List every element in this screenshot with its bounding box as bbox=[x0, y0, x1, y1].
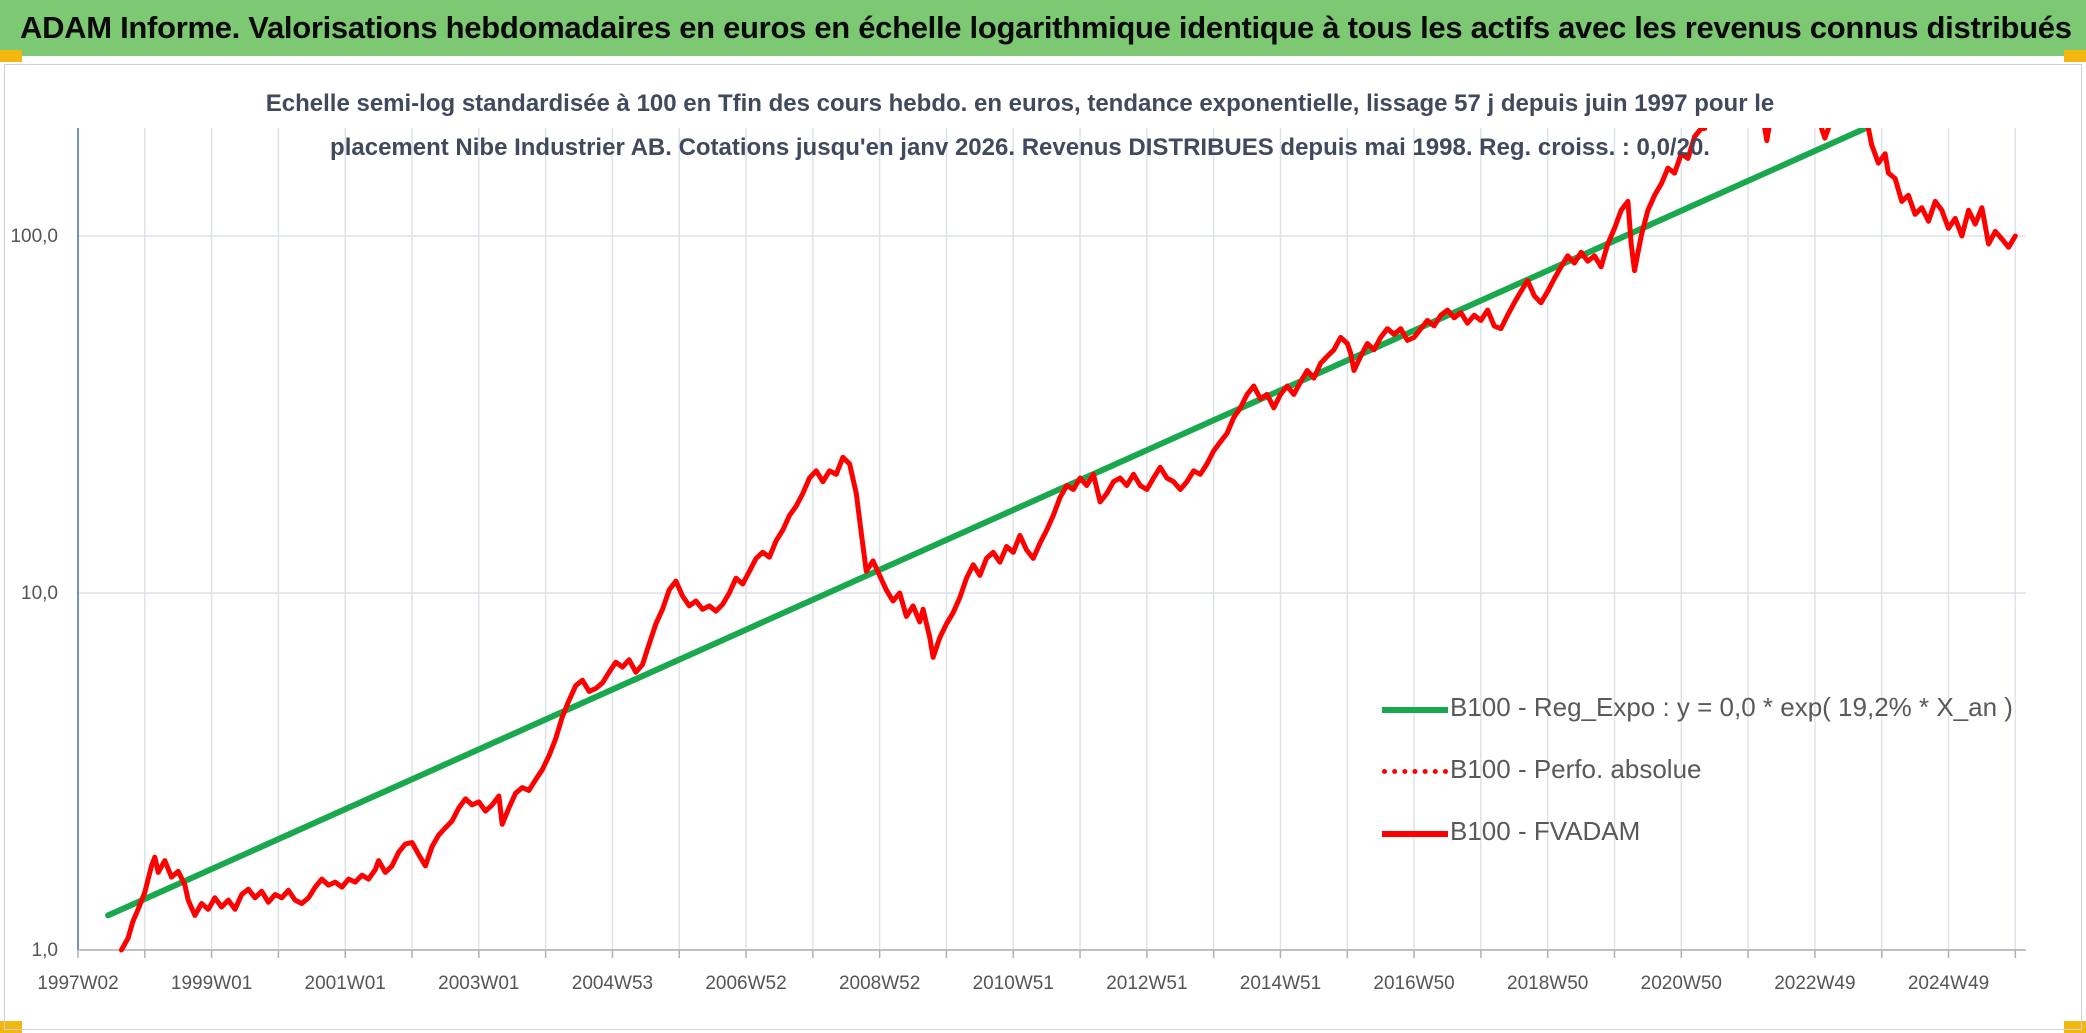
legend-label-regression: B100 - Reg_Expo : y = 0,0 * exp( 19,2% *… bbox=[1450, 692, 2013, 722]
y-tick-label: 100,0 bbox=[10, 226, 58, 247]
x-tick-label: 2016W50 bbox=[1373, 973, 1454, 994]
corner-mark-top-left bbox=[0, 50, 22, 62]
x-tick-label: 2018W50 bbox=[1507, 973, 1588, 994]
y-tick-label: 1,0 bbox=[32, 940, 58, 961]
header-banner: ADAM Informe. Valorisations hebdomadaire… bbox=[0, 0, 2086, 56]
legend-swatch-regression bbox=[1382, 707, 1448, 713]
corner-mark-top-right bbox=[2064, 50, 2086, 62]
x-tick-label: 2008W52 bbox=[839, 973, 920, 994]
x-tick-label: 2014W51 bbox=[1240, 973, 1321, 994]
chart-subtitle-line-1: Echelle semi-log standardisée à 100 en T… bbox=[265, 90, 1775, 117]
legend-label-fvadam: B100 - FVADAM bbox=[1450, 816, 1641, 846]
chart-subtitle-line-2: placement Nibe Industrier AB. Cotations … bbox=[330, 134, 1710, 161]
series-line-regression bbox=[105, 128, 1868, 919]
x-tick-label: 2001W01 bbox=[305, 973, 386, 994]
legend-item-fvadam: B100 - FVADAM bbox=[1382, 812, 2002, 852]
series-line-fvadam bbox=[118, 128, 2018, 953]
x-tick-label: 2003W01 bbox=[438, 973, 519, 994]
corner-mark-bottom-right bbox=[2064, 1021, 2086, 1033]
x-tick-label: 2024W49 bbox=[1908, 973, 1989, 994]
x-tick-label: 2022W49 bbox=[1774, 973, 1855, 994]
legend-item-regression: B100 - Reg_Expo : y = 0,0 * exp( 19,2% *… bbox=[1382, 688, 2013, 728]
page-title: ADAM Informe. Valorisations hebdomadaire… bbox=[20, 10, 2072, 45]
x-tick-label: 2004W53 bbox=[572, 973, 653, 994]
x-tick-label: 2006W52 bbox=[705, 973, 786, 994]
legend-swatch-perfo-absolue bbox=[1382, 769, 1448, 774]
corner-mark-bottom-left bbox=[0, 1021, 22, 1033]
x-tick-label: 2012W51 bbox=[1106, 973, 1187, 994]
legend-swatch-fvadam bbox=[1382, 831, 1448, 837]
legend-label-perfo-absolue: B100 - Perfo. absolue bbox=[1450, 754, 1702, 784]
legend-item-perfo-absolue: B100 - Perfo. absolue bbox=[1382, 750, 2002, 790]
chart-frame bbox=[4, 64, 2082, 1030]
x-tick-label: 1999W01 bbox=[171, 973, 252, 994]
x-tick-label: 2020W50 bbox=[1641, 973, 1722, 994]
y-tick-label: 10,0 bbox=[21, 583, 58, 604]
x-tick-label: 1997W02 bbox=[37, 973, 118, 994]
x-tick-label: 2010W51 bbox=[973, 973, 1054, 994]
